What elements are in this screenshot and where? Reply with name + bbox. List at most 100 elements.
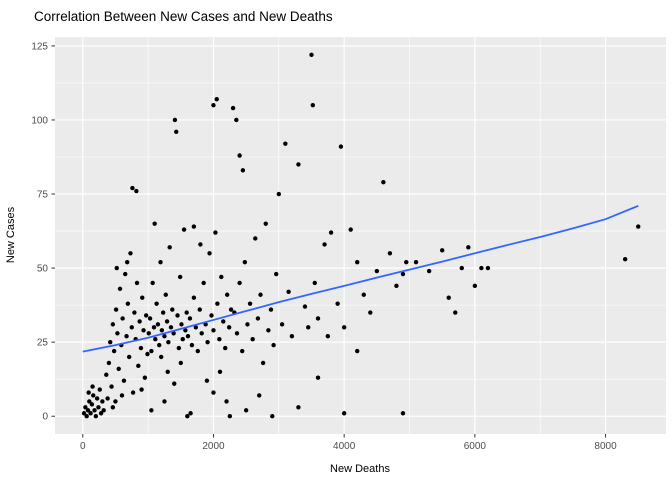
data-point xyxy=(120,316,125,321)
data-point xyxy=(315,316,321,321)
data-point xyxy=(257,393,262,398)
data-point xyxy=(110,405,116,410)
data-point xyxy=(134,280,140,286)
data-point xyxy=(271,342,276,348)
data-point xyxy=(145,351,150,357)
data-point xyxy=(166,339,171,345)
data-point xyxy=(175,313,180,318)
data-point xyxy=(260,360,266,366)
data-point xyxy=(381,179,386,185)
data-point xyxy=(191,295,197,300)
data-point xyxy=(227,414,233,419)
x-tick-label: 4000 xyxy=(333,441,356,452)
data-point xyxy=(162,334,167,339)
data-point xyxy=(168,325,174,330)
data-point xyxy=(178,360,183,366)
data-point xyxy=(387,251,393,256)
data-point xyxy=(315,375,321,380)
data-point xyxy=(180,336,185,342)
data-point xyxy=(172,117,178,123)
data-point xyxy=(89,402,95,407)
data-point xyxy=(184,310,189,315)
data-point xyxy=(219,274,224,280)
data-point xyxy=(205,339,210,345)
data-point xyxy=(98,411,104,416)
data-point xyxy=(237,280,242,286)
data-point xyxy=(83,405,88,410)
data-point xyxy=(341,411,347,416)
data-point xyxy=(253,236,258,241)
y-tick-label: 75 xyxy=(37,190,49,201)
data-point xyxy=(214,97,219,102)
data-point xyxy=(177,274,183,280)
data-point xyxy=(162,399,167,404)
data-point xyxy=(240,168,246,173)
data-point xyxy=(195,348,200,354)
data-point xyxy=(124,334,129,339)
data-point xyxy=(109,384,114,389)
data-point xyxy=(322,242,327,247)
data-point xyxy=(129,325,134,330)
data-point xyxy=(439,248,445,253)
data-point xyxy=(81,411,87,416)
data-point xyxy=(171,331,176,336)
data-point xyxy=(114,265,119,271)
data-point xyxy=(459,265,464,271)
data-point xyxy=(306,325,311,330)
data-point xyxy=(138,345,144,351)
data-point xyxy=(158,259,163,265)
data-point xyxy=(181,227,187,232)
data-point xyxy=(394,283,399,289)
data-point xyxy=(113,307,119,312)
data-point xyxy=(255,316,261,321)
data-point xyxy=(191,224,197,229)
data-point xyxy=(143,313,149,318)
data-point xyxy=(223,345,228,351)
data-point xyxy=(312,280,317,286)
data-point xyxy=(188,411,193,416)
data-point xyxy=(140,295,145,300)
data-point xyxy=(404,259,409,265)
data-point xyxy=(121,378,127,383)
data-point xyxy=(165,369,170,374)
data-point xyxy=(172,381,177,386)
data-point xyxy=(160,310,166,315)
data-point xyxy=(132,310,137,315)
data-point xyxy=(111,348,117,354)
data-point xyxy=(142,375,148,380)
data-point xyxy=(204,378,210,383)
data-point xyxy=(153,336,158,342)
data-point xyxy=(157,342,162,348)
data-point xyxy=(88,411,93,416)
data-point xyxy=(211,328,216,333)
data-point xyxy=(243,408,249,413)
data-point xyxy=(207,251,212,256)
data-point xyxy=(185,414,190,419)
data-point xyxy=(263,221,268,226)
x-tick-label: 8000 xyxy=(594,441,617,452)
data-point xyxy=(116,366,121,372)
data-point xyxy=(163,292,168,297)
x-tick-label: 6000 xyxy=(464,441,487,452)
data-point xyxy=(197,307,202,312)
data-point xyxy=(94,396,100,401)
data-point xyxy=(268,307,274,312)
data-point xyxy=(198,242,203,247)
data-point xyxy=(355,259,360,265)
data-point xyxy=(113,399,118,404)
data-point xyxy=(479,265,484,271)
data-point xyxy=(84,414,89,419)
data-point xyxy=(125,259,130,265)
data-point xyxy=(211,390,216,395)
data-point xyxy=(167,245,172,250)
data-point xyxy=(374,268,380,274)
data-point xyxy=(189,342,195,348)
data-point xyxy=(240,348,245,354)
data-point xyxy=(193,325,199,330)
data-point xyxy=(485,265,491,271)
data-point xyxy=(309,52,314,57)
data-point xyxy=(361,292,366,297)
data-point xyxy=(296,405,301,410)
y-tick-label: 50 xyxy=(37,264,49,275)
